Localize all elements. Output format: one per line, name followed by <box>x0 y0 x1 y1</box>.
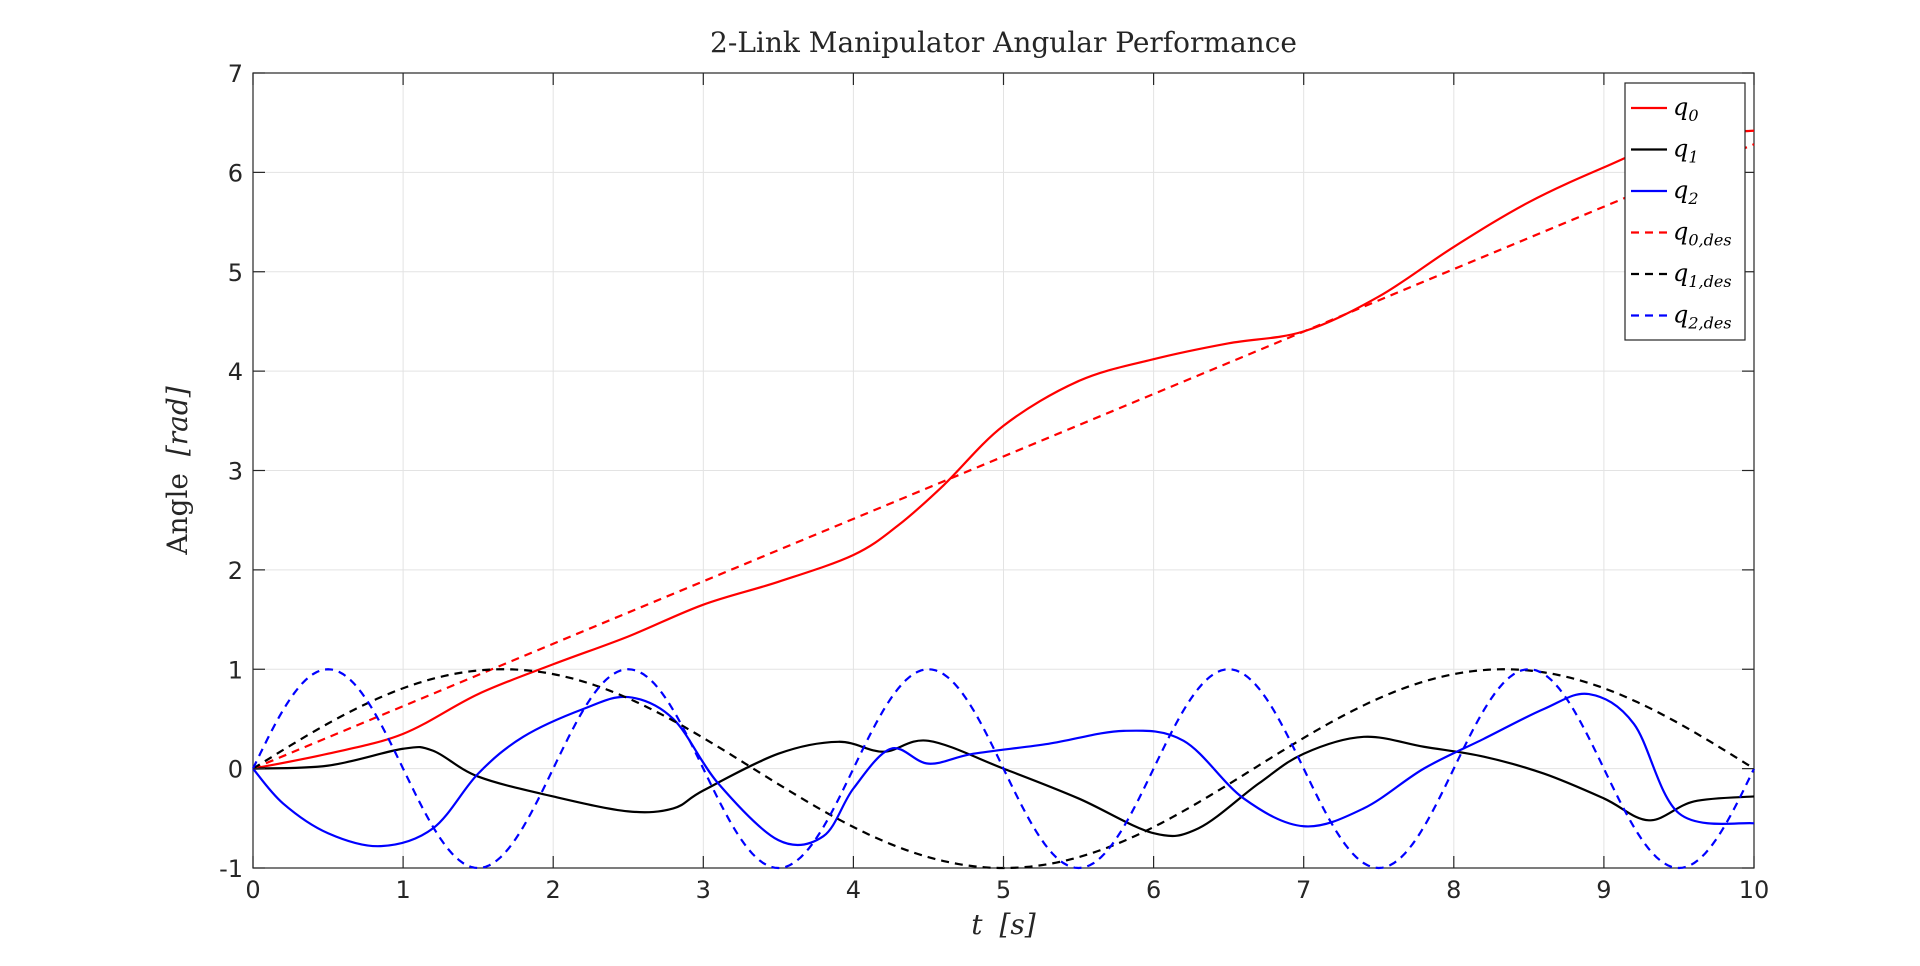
x-tick-label: 0 <box>245 876 260 904</box>
series-line-q0 <box>252 129 1755 770</box>
series-layer <box>252 129 1755 870</box>
x-tick-label: 8 <box>1446 876 1461 904</box>
series-line-q2 <box>252 692 1755 848</box>
y-tick-label: 4 <box>228 358 243 386</box>
x-tick-label: 4 <box>846 876 861 904</box>
legend-entry-q0-des: q0,des <box>1673 218 1732 250</box>
x-tick-label: 6 <box>1146 876 1161 904</box>
x-tick-label: 5 <box>996 876 1011 904</box>
y-tick-label: -1 <box>219 855 243 883</box>
y-axis-label-unit: [rad] <box>161 386 194 456</box>
y-tick-label: 3 <box>228 458 243 486</box>
legend-entry-q2: q2 <box>1673 176 1699 208</box>
y-tick-label: 1 <box>228 656 243 684</box>
legend: q0 q1 q2 q0,des q1,des q2,des <box>1624 82 1746 341</box>
x-tick-label: 2 <box>546 876 561 904</box>
y-axis-label-text: Angle <box>161 473 194 556</box>
x-tick-label: 3 <box>696 876 711 904</box>
chart-title: 2-Link Manipulator Angular Performance <box>710 26 1297 59</box>
x-axis-label-unit: [s] <box>999 908 1035 941</box>
x-tick-label: 10 <box>1739 876 1770 904</box>
y-tick-label: 0 <box>228 756 243 784</box>
y-axis-label: Angle [rad] <box>161 386 194 556</box>
x-tick-label: 9 <box>1596 876 1611 904</box>
series-line-q0-des <box>252 143 1755 770</box>
legend-entry-q1-des: q1,des <box>1673 259 1732 291</box>
x-tick-label: 7 <box>1296 876 1311 904</box>
x-tick-label: 1 <box>395 876 410 904</box>
legend-entry-q1: q1 <box>1673 135 1699 167</box>
y-tick-label: 5 <box>228 259 243 287</box>
legend-entry-q2-des: q2,des <box>1673 301 1732 333</box>
series-line-q2-des <box>252 668 1755 870</box>
y-tick-label: 6 <box>228 159 243 187</box>
y-tick-label: 2 <box>228 557 243 585</box>
y-tick-label: 7 <box>228 60 243 88</box>
legend-box <box>1624 82 1746 341</box>
x-axis-label: t [s] <box>971 908 1035 941</box>
x-axis-label-symbol: t <box>971 908 983 941</box>
legend-entry-q0: q0 <box>1673 93 1699 125</box>
